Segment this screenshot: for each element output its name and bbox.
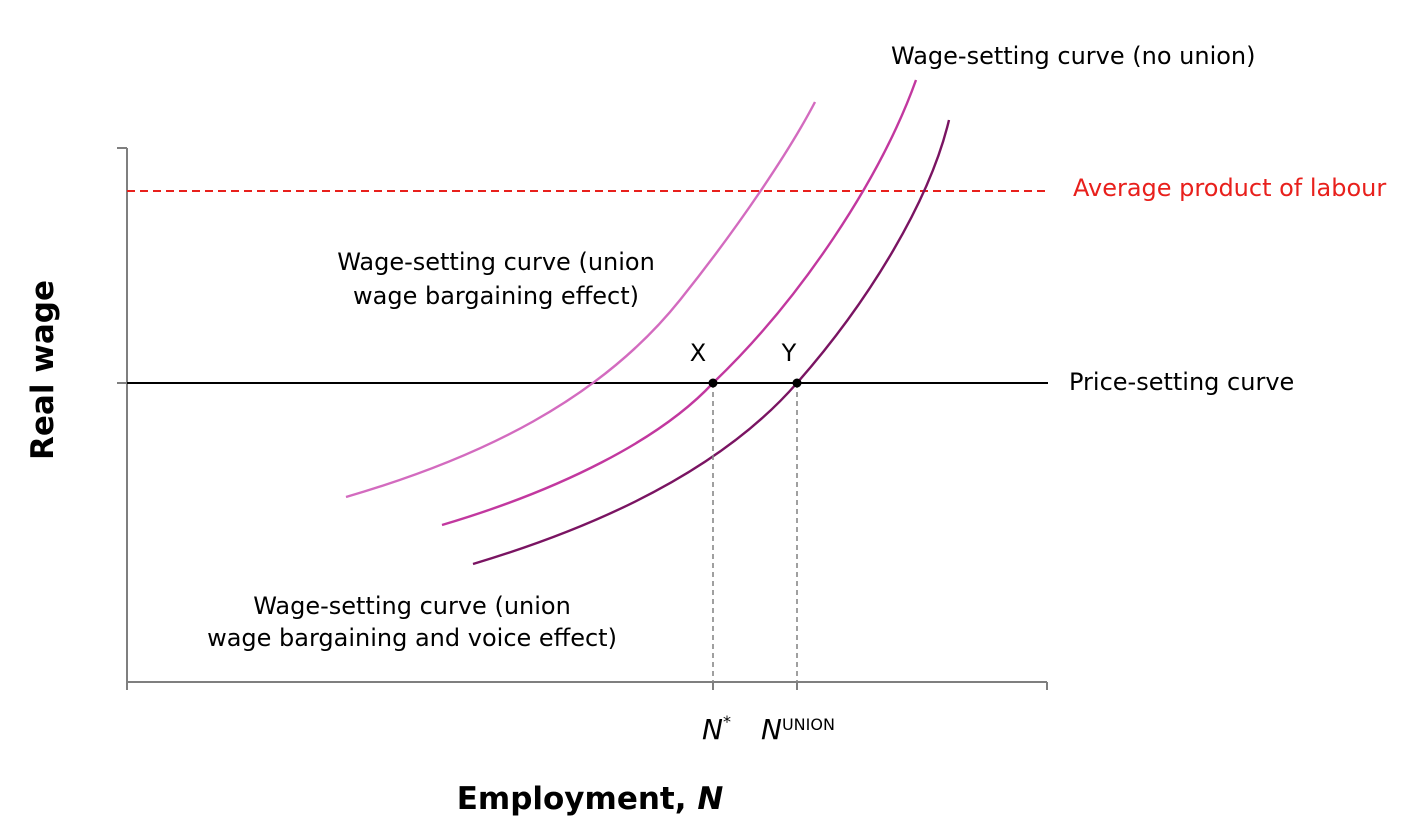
wage-setting-union-voice-label-line1: Wage-setting curve (union bbox=[253, 592, 571, 620]
tick-label-n-star-sup: * bbox=[723, 712, 731, 731]
y-axis-title: Real wage bbox=[25, 280, 61, 460]
x-axis-title-text: Employment, bbox=[457, 781, 687, 817]
x-axis-title: Employment, N bbox=[457, 781, 724, 817]
wage-setting-curve-union-bargaining bbox=[345, 101, 817, 499]
point-x-marker bbox=[708, 378, 718, 388]
tick-label-n-union: NUNION bbox=[761, 713, 835, 746]
tick-label-n-star: N* bbox=[702, 712, 731, 746]
price-setting-label: Price-setting curve bbox=[1069, 368, 1294, 396]
point-y-marker bbox=[792, 378, 802, 388]
axes bbox=[117, 147, 1048, 690]
wage-setting-union-bargaining-label-line1: Wage-setting curve (union bbox=[337, 248, 655, 276]
x-axis-title-var: N bbox=[697, 781, 723, 817]
point-x-label: X bbox=[690, 339, 706, 367]
wage-setting-union-bargaining-label-line2: wage bargaining effect) bbox=[353, 282, 639, 310]
point-y-label: Y bbox=[781, 339, 797, 367]
tick-label-n-star-main: N bbox=[702, 713, 723, 746]
average-product-label: Average product of labour bbox=[1073, 174, 1386, 202]
wage-setting-no-union-label: Wage-setting curve (no union) bbox=[891, 42, 1256, 70]
wage-setting-curve-union-voice bbox=[472, 119, 951, 566]
wage-setting-union-voice-label-line2: wage bargaining and voice effect) bbox=[207, 624, 617, 652]
tick-label-n-union-main: N bbox=[761, 713, 782, 746]
tick-label-n-union-sup: UNION bbox=[782, 715, 835, 734]
